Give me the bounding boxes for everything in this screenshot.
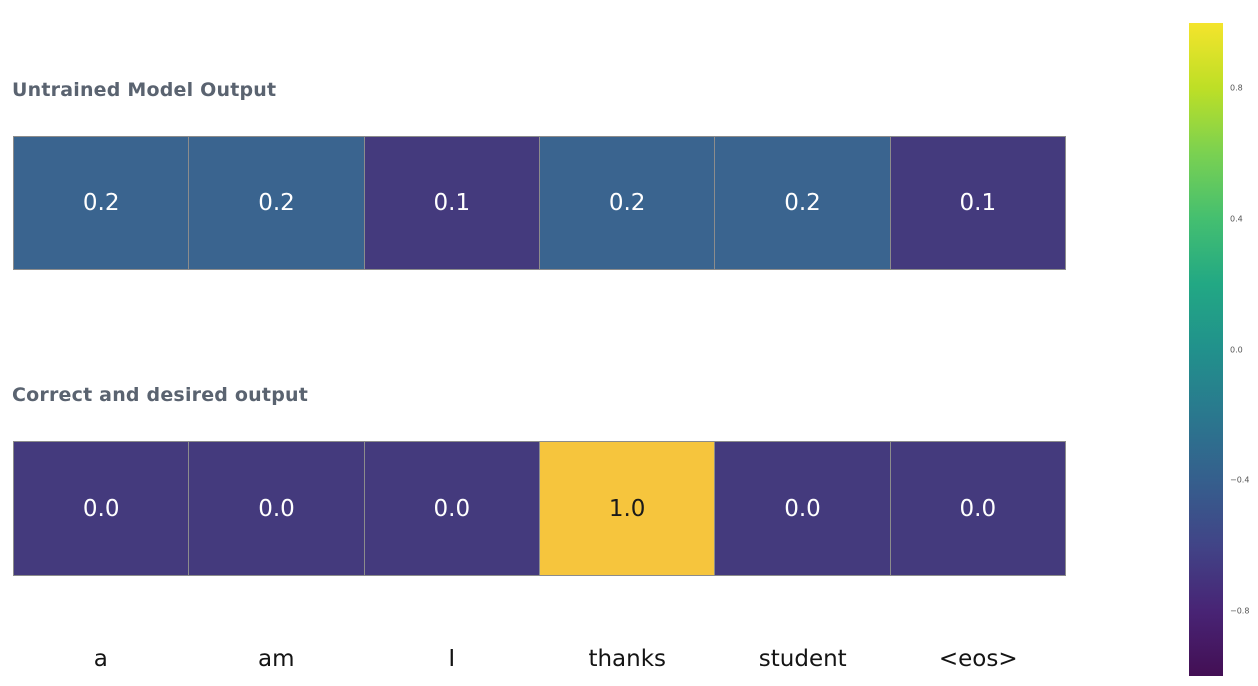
heatmap-row-correct: 0.0 0.0 0.0 1.0 0.0 0.0 [13, 441, 1066, 576]
heatmap-cell: 0.2 [189, 137, 365, 269]
heatmap-cell: 0.0 [890, 442, 1065, 575]
heatmap-cell: 0.2 [539, 137, 716, 269]
heatmap-cell: 1.0 [539, 442, 716, 575]
heatmap-cell: 0.1 [364, 137, 540, 269]
x-axis-label: student [758, 646, 847, 672]
colorbar-tick-label: 0.0 [1230, 345, 1243, 354]
untrained-row-title: Untrained Model Output [12, 79, 277, 101]
colorbar-gradient [1189, 23, 1223, 676]
x-axis-label: I [448, 646, 456, 672]
x-axis-label: thanks [588, 646, 667, 672]
heatmap-cell: 0.0 [715, 442, 891, 575]
heatmap-cell: 0.0 [189, 442, 365, 575]
heatmap-row-untrained: 0.2 0.2 0.1 0.2 0.2 0.1 [13, 136, 1066, 270]
x-axis-label: a [93, 646, 108, 672]
x-axis-label: <eos> [938, 646, 1018, 672]
heatmap-cell: 0.2 [715, 137, 891, 269]
heatmap-cell: 0.2 [14, 137, 190, 269]
colorbar-tick-label: −0.8 [1230, 606, 1250, 616]
heatmap-cell: 0.1 [890, 137, 1065, 269]
colorbar: 0.8 0.4 0.0 −0.4 −0.8 [1189, 23, 1249, 676]
colorbar-tick-label: 0.8 [1230, 83, 1243, 93]
colorbar-tick-label: 0.4 [1230, 214, 1243, 224]
heatmap-cell: 0.0 [14, 442, 190, 575]
correct-row-title: Correct and desired output [12, 384, 308, 406]
colorbar-tick-label: −0.4 [1230, 475, 1250, 485]
heatmap-cell: 0.0 [364, 442, 540, 575]
x-axis-label: am [258, 646, 295, 672]
